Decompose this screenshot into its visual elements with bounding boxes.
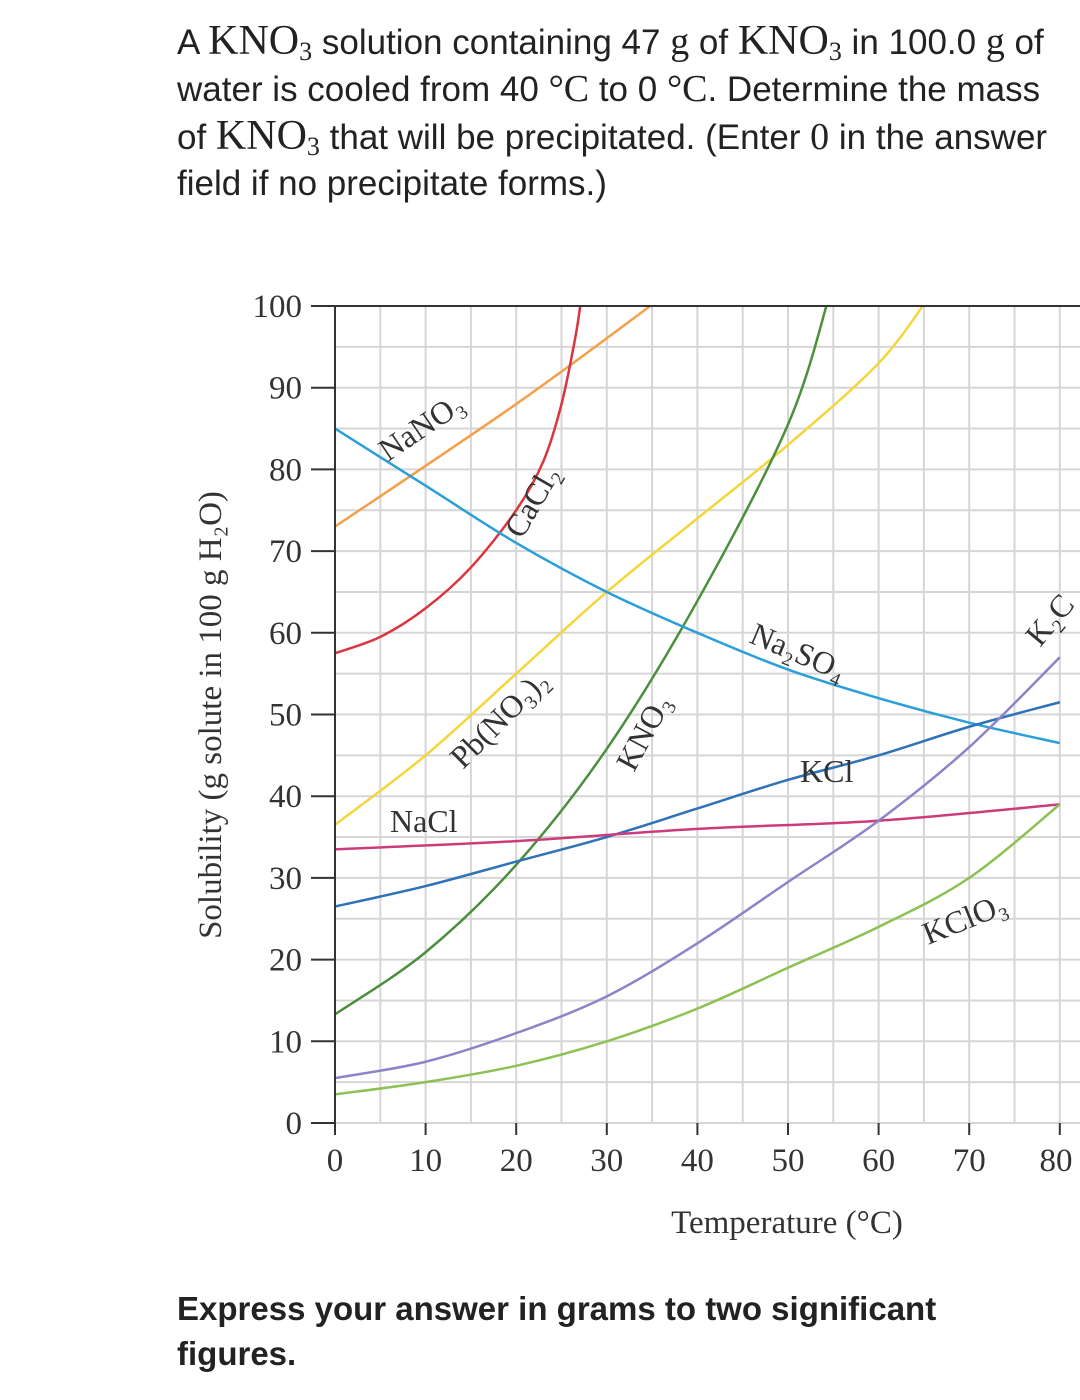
series-line [335,803,1060,851]
series-line [335,306,925,826]
series-line [335,306,582,655]
series-line [335,306,653,528]
x-tick-label: 0 [327,1143,344,1179]
series-label: NaNO₃ [372,385,471,468]
answer-instruction: Express your answer in grams to two sign… [177,1290,937,1372]
series-label: K₂C [1018,587,1080,653]
series-label: Pb(NO₃)₂ [442,662,555,775]
y-tick-label: 0 [286,1106,303,1142]
y-tick-label: 90 [269,371,302,407]
x-tick-label: 40 [681,1143,714,1179]
series-line [335,427,1061,745]
series-label: Na₂SO₄ [745,615,852,687]
x-tick-label: 80 [1040,1143,1073,1179]
chart-curves [335,306,1061,1096]
y-axis-label: Solubility (g solute in 100 g H₂O) [193,491,229,939]
series-line [335,803,1061,1096]
chart-tick-labels: 0 10 20 30 40 50 60 70 80 0 10 20 30 40 50 60 70 80 90 100 [253,289,1073,1179]
x-tick-label: 60 [862,1143,895,1179]
series-line [335,701,1061,908]
series-label: NaCl [390,803,458,839]
y-tick-label: 80 [269,452,302,488]
y-tick-label: 10 [269,1024,302,1060]
x-tick-label: 10 [409,1143,442,1179]
y-tick-label: 30 [269,861,302,897]
question-text: A KNO3 solution containing 47 g of KNO3 … [177,18,1048,203]
formula-kno3: KNO3 [208,18,313,66]
y-tick-label: 70 [269,534,302,570]
series-label: KCl [800,753,853,789]
x-tick-label: 50 [772,1143,805,1179]
chart-axes [311,305,1080,1135]
x-tick-label: 70 [953,1143,986,1179]
y-tick-label: 100 [253,289,303,325]
x-tick-label: 30 [590,1143,623,1179]
series-line [335,306,828,1016]
y-tick-label: 60 [269,616,302,652]
formula-kno3: KNO3 [737,18,842,66]
formula-kno3: KNO3 [215,113,320,161]
x-tick-label: 20 [500,1143,533,1179]
y-tick-label: 20 [269,943,302,979]
y-tick-label: 40 [269,779,302,815]
series-label: CaCl₂ [497,459,567,544]
x-axis-label: Temperature (°C) [671,1205,903,1241]
series-line [335,656,1061,1080]
series-label: KClO₃ [917,885,1012,951]
y-tick-label: 50 [269,698,302,734]
